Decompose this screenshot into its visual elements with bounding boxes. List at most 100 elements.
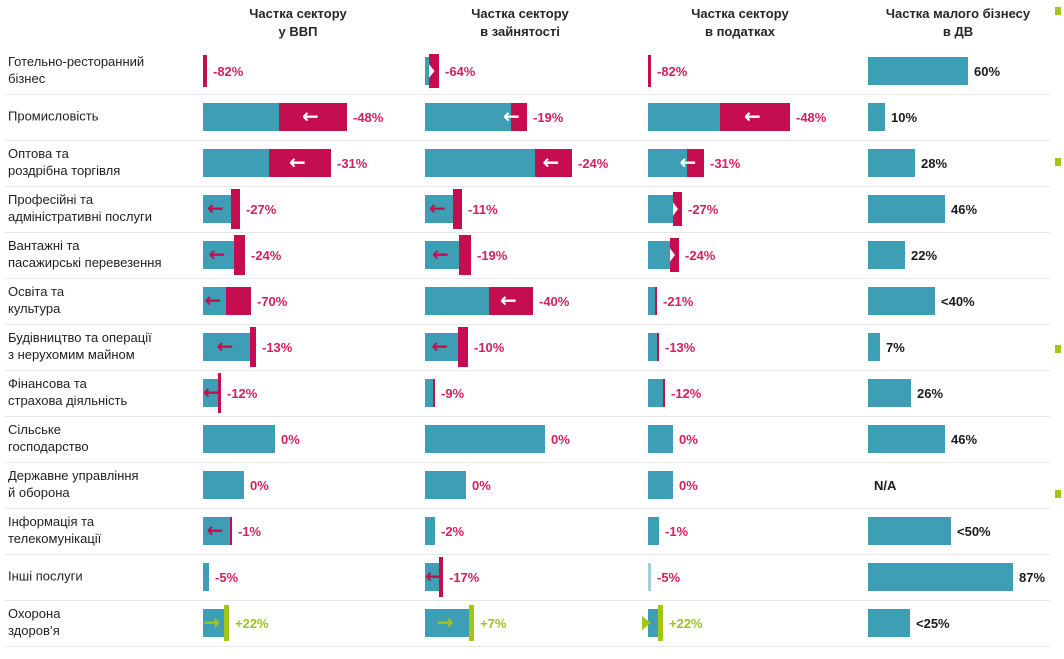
table-row: Сільське господарство 0% 0% 0% 46% — [0, 416, 1064, 462]
value-label: -11% — [468, 201, 498, 217]
value-label: -12% — [227, 385, 258, 401]
bar-segment-decline — [429, 54, 439, 88]
row-divider — [5, 324, 1050, 325]
bar-segment-current — [648, 517, 659, 545]
bar — [425, 54, 439, 88]
value-label: -27% — [688, 201, 719, 217]
bar-cell-taxes: 0% — [648, 416, 698, 462]
table-row: Будівництво та операції з нерухомим майн… — [0, 324, 1064, 370]
sector-label: Вантажні та пасажирські перевезення — [8, 238, 162, 270]
bar-segment-decline — [663, 379, 665, 407]
value-label: -48% — [353, 109, 384, 125]
sector-label: Професійні та адміністративні послуги — [8, 192, 152, 224]
bar: ← — [203, 517, 232, 545]
bar-cell-taxes: -13% — [648, 324, 695, 370]
bar — [425, 517, 435, 545]
bottom-divider — [5, 646, 1050, 647]
bar-cell-employment: ← -17% — [425, 554, 479, 600]
bar-segment-current — [868, 517, 951, 545]
bar — [868, 149, 915, 177]
bar: ← — [203, 235, 245, 275]
bar-segment-current — [425, 57, 429, 85]
bar-segment-current — [203, 333, 250, 361]
bar — [648, 425, 673, 453]
bar: → — [425, 605, 474, 641]
bar-cell-taxes: -24% — [648, 232, 715, 278]
sector-label: Охорона здоров’я — [8, 606, 61, 638]
value-label: -82% — [657, 63, 688, 79]
bar: ← — [425, 287, 533, 315]
bar — [868, 241, 905, 269]
bar — [648, 287, 657, 315]
bar-cell-taxes: -82% — [648, 48, 687, 94]
value-label: -82% — [213, 63, 244, 79]
bar-cell-employment: 0% — [425, 462, 491, 508]
bar-cell-small-business: 10% — [868, 94, 917, 140]
value-label: 28% — [921, 155, 948, 171]
bar-segment-decline — [231, 189, 240, 229]
bar-cell-employment: -64% — [425, 48, 475, 94]
bar-segment-current — [648, 471, 673, 499]
bar — [648, 333, 659, 361]
bar-segment-decline — [439, 557, 443, 597]
bar-segment-current — [425, 471, 466, 499]
bar-cell-small-business: 26% — [868, 370, 943, 416]
column-header-small-business: Частка малого бізнесу в ДВ — [885, 6, 1031, 39]
bar-cell-employment: ← -10% — [425, 324, 504, 370]
row-divider — [5, 278, 1050, 279]
bar-segment-growth — [469, 605, 474, 641]
value-label: -31% — [337, 155, 368, 171]
value-label: 26% — [917, 385, 944, 401]
value-label: -24% — [251, 247, 282, 263]
bar — [868, 287, 935, 315]
sector-label: Промисловість — [8, 108, 99, 124]
value-label: -48% — [796, 109, 827, 125]
bar-segment-decline — [657, 333, 659, 361]
bar-segment-current — [648, 333, 657, 361]
bar — [203, 563, 209, 591]
bar-segment-decline — [433, 379, 435, 407]
bar-segment-current — [425, 149, 535, 177]
value-label: 46% — [951, 201, 978, 217]
value-label: -1% — [665, 523, 689, 539]
bar — [648, 517, 659, 545]
value-label: -31% — [710, 155, 741, 171]
bar-cell-employment: -9% — [425, 370, 464, 416]
sector-label: Оптова та роздрібна торгівля — [8, 146, 121, 178]
bar-cell-employment: ← -19% — [425, 94, 563, 140]
bar-cell-taxes: -5% — [648, 554, 680, 600]
row-divider — [5, 94, 1050, 95]
bullet-dot — [1055, 158, 1061, 166]
bar-segment-current — [425, 563, 439, 591]
bar-segment-current — [203, 517, 230, 545]
bar-segment-decline — [269, 149, 331, 177]
row-divider — [5, 462, 1050, 463]
bar-segment-current — [868, 57, 968, 85]
bar-segment-current — [425, 287, 489, 315]
column-header-employment: Частка сектору в зайнятості — [471, 6, 569, 39]
bar-segment-current — [868, 609, 910, 637]
bar — [648, 192, 682, 226]
bar-segment-current — [203, 379, 218, 407]
bar-cell-taxes: -27% — [648, 186, 718, 232]
value-label: 0% — [551, 431, 570, 447]
value-label: -1% — [238, 523, 262, 539]
bar-cell-taxes: -12% — [648, 370, 701, 416]
bar-segment-decline — [648, 55, 651, 87]
bar-segment-decline — [234, 235, 245, 275]
value-label: 0% — [281, 431, 300, 447]
bar — [203, 471, 244, 499]
bar-segment-decline — [218, 373, 221, 413]
bar-cell-small-business: <25% — [868, 600, 950, 646]
value-label: -19% — [477, 247, 508, 263]
bar-cell-gdp: ← -12% — [203, 370, 257, 416]
bar — [868, 563, 1013, 591]
table-row: Інші послуги -5% ← -17% -5% 87% — [0, 554, 1064, 600]
bar-segment-decline — [535, 149, 572, 177]
bar-cell-gdp: -82% — [203, 48, 243, 94]
bar-cell-gdp: ← -24% — [203, 232, 281, 278]
bar — [425, 425, 545, 453]
sector-label: Державне управління й оборона — [8, 468, 139, 500]
bar-cell-employment: ← -19% — [425, 232, 507, 278]
table-row: Професійні та адміністративні послуги ← -2… — [0, 186, 1064, 232]
